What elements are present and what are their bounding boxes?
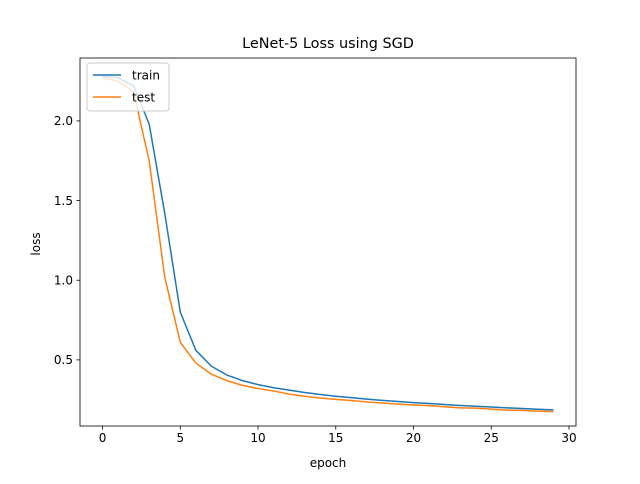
- series-line-train: [102, 75, 554, 411]
- y-tick-label: 1.0: [54, 274, 73, 288]
- legend-label-train: train: [132, 68, 160, 82]
- y-tick-label: 0.5: [54, 353, 73, 367]
- x-tick-label: 15: [328, 431, 343, 445]
- legend: train test: [86, 62, 170, 112]
- plot-frame: [79, 57, 577, 427]
- series-lines: [102, 75, 554, 413]
- x-axis-label: epoch: [310, 456, 347, 470]
- x-tick-label: 5: [176, 431, 184, 445]
- x-tick-label: 0: [99, 431, 107, 445]
- chart-title: LeNet-5 Loss using SGD: [242, 36, 414, 52]
- x-tick-label: 25: [484, 431, 499, 445]
- legend-label-test: test: [132, 90, 155, 104]
- x-tick-label: 20: [406, 431, 421, 445]
- y-tick-label: 1.5: [54, 194, 73, 208]
- y-axis-label: loss: [29, 232, 43, 255]
- y-tick-label: 2.0: [54, 114, 73, 128]
- series-line-test: [102, 77, 554, 413]
- x-tick-label: 30: [561, 431, 576, 445]
- x-tick-label: 10: [250, 431, 265, 445]
- axis-ticks: 0 5 10 15 20 25 30 0.5 1.0 1.5 2.0: [54, 114, 577, 445]
